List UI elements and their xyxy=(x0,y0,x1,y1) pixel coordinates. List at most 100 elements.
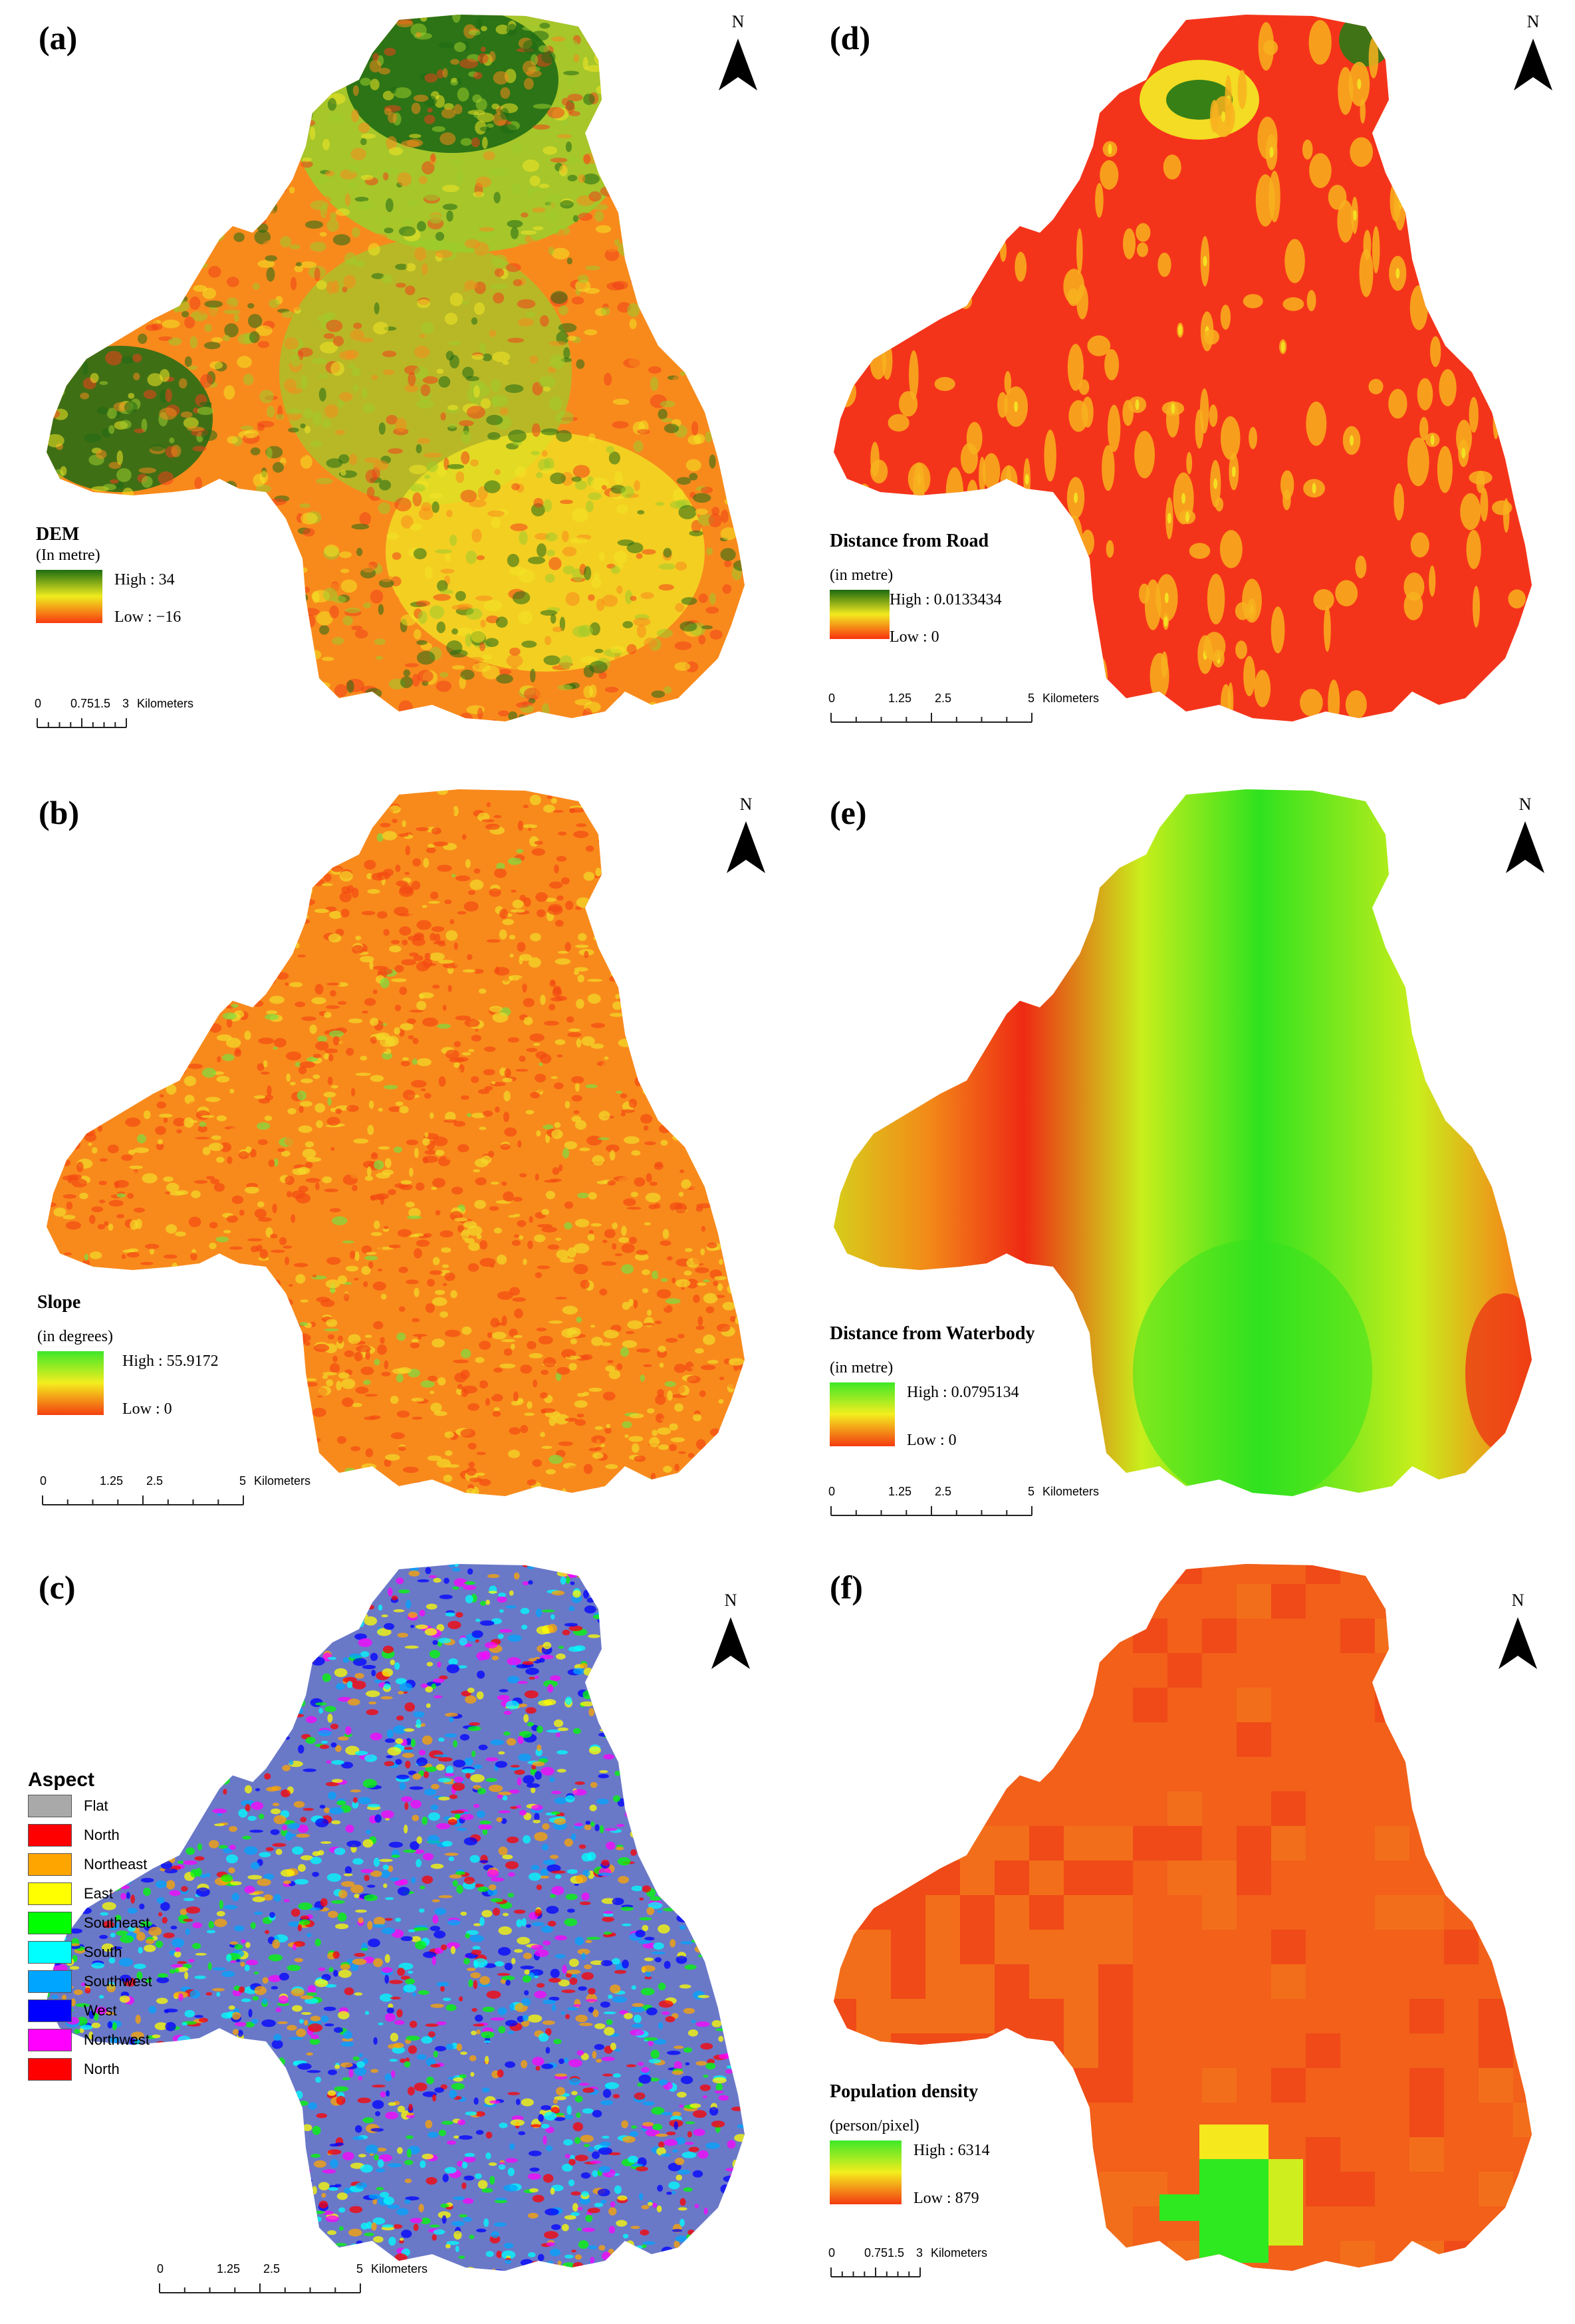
panel-distance-road: (d) N Distance from Road (in metre) High… xyxy=(787,0,1574,775)
panel-letter: (d) xyxy=(830,19,871,57)
legend-low: Low : 0 xyxy=(890,628,939,646)
legend-title: Population density xyxy=(830,2081,979,2102)
legend: Slope (in degrees) High : 55.9172 Low : … xyxy=(37,1292,219,1418)
aspect-map xyxy=(47,1564,745,2271)
scale-tick-label: 0 xyxy=(828,2246,836,2259)
panel-distance-waterbody: (e) N Distance from Waterbody (in metre)… xyxy=(787,775,1574,1549)
dem-map xyxy=(47,15,745,721)
scale-unit: Kilometers xyxy=(371,2262,428,2275)
distance-road-map xyxy=(834,15,1532,721)
color-ramp xyxy=(830,1382,895,1446)
distance-waterbody-map xyxy=(834,789,1532,1496)
north-arrow-icon xyxy=(1499,1617,1537,1669)
aspect-label: Flat xyxy=(84,1797,108,1814)
aspect-swatch xyxy=(28,1912,72,1934)
legend-unit: (in metre) xyxy=(830,1359,894,1376)
scale-tick-label: 2.5 xyxy=(935,1485,952,1498)
legend-low: Low : −16 xyxy=(114,608,182,626)
legend-title: Distance from Waterbody xyxy=(830,1323,1035,1344)
scale-tick-label: 0 xyxy=(828,1485,836,1498)
north-label: N xyxy=(1511,1591,1524,1610)
scale-unit: Kilometers xyxy=(137,697,194,710)
scale-bar-ruler xyxy=(42,1495,244,1505)
aspect-label: Northeast xyxy=(84,1856,148,1872)
legend: Population density (person/pixel) High :… xyxy=(830,2081,990,2207)
aspect-legend-item: Northwest xyxy=(28,2025,152,2055)
aspect-swatch xyxy=(28,1824,72,1847)
scale-tick-label: 3 xyxy=(916,2246,923,2259)
legend-unit: (in metre) xyxy=(830,567,894,584)
legend-unit: (in degrees) xyxy=(37,1328,113,1345)
scale-tick-label: 0 xyxy=(828,692,836,705)
legend: DEM (In metre) High : 34 Low : −16 xyxy=(36,524,181,628)
color-ramp xyxy=(830,2140,902,2204)
color-ramp xyxy=(37,1351,104,1415)
aspect-label: South xyxy=(84,1944,122,1960)
scale-bar-ruler xyxy=(830,1506,1032,1516)
legend-high: High : 0.0133434 xyxy=(890,591,1002,608)
scale-tick-label: 0 xyxy=(35,697,42,710)
aspect-swatch xyxy=(28,1882,72,1905)
legend-low: Low : 879 xyxy=(913,2190,979,2207)
scale-tick-label: 0.751.5 xyxy=(864,2246,905,2259)
aspect-label: North xyxy=(84,2061,120,2077)
north-label: N xyxy=(739,795,753,814)
scale-tick-label: 5 xyxy=(239,1474,247,1487)
legend-high: High : 0.0795134 xyxy=(907,1384,1019,1401)
aspect-legend-item: Southwest xyxy=(28,1967,152,1996)
scale-tick-label: 2.5 xyxy=(146,1474,164,1487)
scale-tick-label: 5 xyxy=(1028,1485,1035,1498)
scale-tick-label: 2.5 xyxy=(263,2262,281,2275)
panel-letter: (f) xyxy=(830,1569,863,1606)
north-label: N xyxy=(731,12,745,31)
legend-title: DEM xyxy=(36,524,80,545)
scale-tick-label: 1.25 xyxy=(217,2262,241,2275)
north-label: N xyxy=(1518,795,1532,814)
north-arrow-icon xyxy=(711,1617,750,1669)
panel-letter: (b) xyxy=(39,794,80,831)
aspect-legend-item: Southeast xyxy=(28,1908,152,1938)
panel-population-density: (f) N Population density (person/pixel) … xyxy=(787,1549,1574,2324)
scale-labels: 0 1.25 2.5 5 Kilometers xyxy=(157,2262,427,2279)
color-ramp xyxy=(36,570,102,623)
color-ramp xyxy=(830,590,890,639)
scale-labels: 0 1.25 2.5 5 Kilometers xyxy=(828,1485,1099,1502)
scale-tick-label: 0.751.5 xyxy=(70,697,111,710)
scale-bar-ruler xyxy=(830,713,1032,723)
scale-tick-label: 1.25 xyxy=(100,1474,124,1487)
aspect-label: West xyxy=(84,2002,117,2019)
aspect-swatch xyxy=(28,1970,72,1993)
scale-tick-label: 1.25 xyxy=(888,692,912,705)
scale-tick-label: 2.5 xyxy=(935,692,952,705)
aspect-label: North xyxy=(84,1827,120,1843)
legend-high: High : 34 xyxy=(114,571,175,588)
aspect-swatch xyxy=(28,1853,72,1876)
north-arrow: N xyxy=(715,12,761,92)
north-arrow-icon xyxy=(727,821,765,873)
north-arrow: N xyxy=(1495,1591,1541,1670)
panel-aspect: (c) N 0 1.25 2.5 5 Kilometers xyxy=(0,1549,787,2324)
aspect-label: Southeast xyxy=(84,1914,150,1931)
panel-slope: (b) N Slope (in degrees) High : 55.9172 … xyxy=(0,775,787,1549)
scale-labels: 0 1.25 2.5 5 Kilometers xyxy=(828,692,1099,709)
aspect-label: Northwest xyxy=(84,2031,150,2048)
aspect-legend: Aspect Flat North Northeast East Southeast So… xyxy=(28,1769,152,2084)
scale-tick-label: 0 xyxy=(157,2262,164,2275)
legend-high: High : 55.9172 xyxy=(122,1353,219,1370)
aspect-legend-item: North xyxy=(28,1821,152,1850)
scale-bar: 0 1.25 2.5 5 Kilometers xyxy=(828,1485,1099,1525)
north-arrow: N xyxy=(1502,795,1548,874)
slope-map xyxy=(47,789,745,1496)
legend-title: Slope xyxy=(37,1292,81,1313)
panel-letter: (a) xyxy=(39,19,78,57)
north-label: N xyxy=(724,1591,737,1610)
legend-unit: (In metre) xyxy=(36,547,100,564)
aspect-legend-item: Flat xyxy=(28,1791,152,1821)
north-arrow-icon xyxy=(719,39,757,90)
scale-bar: 0 1.25 2.5 5 Kilometers xyxy=(828,692,1099,731)
aspect-swatch xyxy=(28,2029,72,2051)
scale-unit: Kilometers xyxy=(931,2246,988,2259)
north-arrow: N xyxy=(707,1591,754,1670)
scale-bar-ruler xyxy=(37,718,127,728)
north-arrow-icon xyxy=(1514,39,1552,90)
